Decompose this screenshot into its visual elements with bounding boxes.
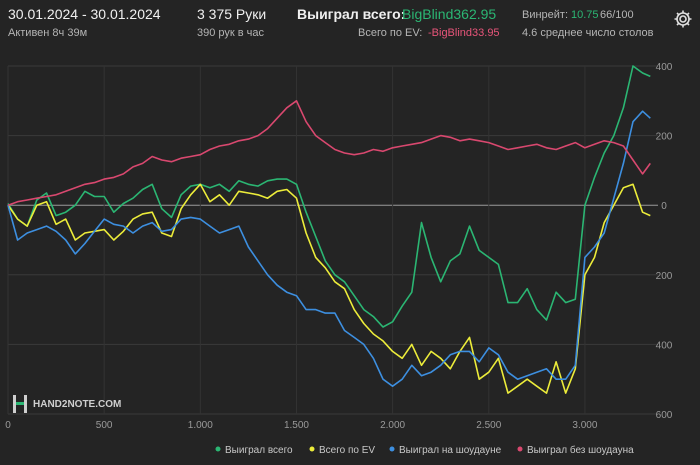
legend-marker — [309, 446, 315, 452]
x-tick-label: 2.500 — [476, 420, 501, 431]
won-total-value: BigBlind362.95 — [402, 6, 497, 22]
legend-item[interactable]: Выиграл без шоудауна — [527, 444, 634, 456]
y-tick-label: 200 — [656, 271, 673, 282]
y-tick-label: 400 — [656, 340, 673, 351]
legend-marker — [517, 446, 523, 452]
legend-item[interactable]: Выиграл всего — [225, 445, 293, 456]
winrate-label: Винрейт: — [522, 9, 569, 21]
logo-text: HAND2NOTE.COM — [33, 399, 121, 410]
y-tick-label: 600 — [656, 410, 673, 421]
winrate-suffix: 66/100 — [600, 9, 634, 21]
legend: Выиграл всего Всего по EV Выиграл на шоуда… — [215, 444, 634, 456]
date-range: 30.01.2024 - 30.01.2024 — [8, 6, 161, 22]
header-bar: 30.01.2024 - 30.01.2024 Активен 8ч 39м 3… — [0, 0, 700, 46]
hands-per-hour: 390 рук в час — [197, 27, 265, 39]
legend-marker — [215, 446, 221, 452]
grid — [7, 65, 658, 415]
hand2note-logo: HAND2NOTE.COM — [13, 395, 121, 413]
y-tick-label: 0 — [661, 201, 667, 212]
x-tick-label: 2.000 — [380, 420, 405, 431]
x-tick-label: 1.500 — [284, 420, 309, 431]
ev-total-label: Всего по EV: — [358, 27, 423, 39]
series-line-1 — [7, 183, 651, 394]
ev-total-value: -BigBlind33.95 — [428, 27, 500, 39]
y-axis-ticks: 400 200 0 200 400 600 — [656, 62, 673, 421]
active-time: Активен 8ч 39м — [8, 27, 88, 39]
settings-gear-icon[interactable] — [673, 9, 693, 29]
legend-item[interactable]: Всего по EV — [319, 445, 375, 456]
legend-item[interactable]: Выиграл на шоудауне — [399, 445, 502, 456]
series-lines — [7, 65, 651, 394]
x-tick-label: 3.000 — [572, 420, 597, 431]
x-tick-label: 1.000 — [188, 420, 213, 431]
x-tick-label: 0 — [5, 420, 11, 431]
x-tick-label: 500 — [96, 420, 113, 431]
series-line-0 — [7, 65, 651, 328]
series-line-3 — [7, 100, 651, 206]
series-line-2 — [7, 110, 651, 387]
hands-count: 3 375 Руки — [197, 6, 267, 22]
legend-marker — [389, 446, 395, 452]
winrate-value: 10.75 — [571, 9, 599, 21]
x-axis-ticks: 0 500 1.000 1.500 2.000 2.500 3.000 — [5, 420, 598, 431]
won-total-label: Выиграл всего: — [297, 6, 406, 22]
avg-tables: 4.6 среднее число столов — [522, 27, 654, 39]
y-tick-label: 400 — [656, 62, 673, 73]
y-tick-label: 200 — [656, 132, 673, 143]
